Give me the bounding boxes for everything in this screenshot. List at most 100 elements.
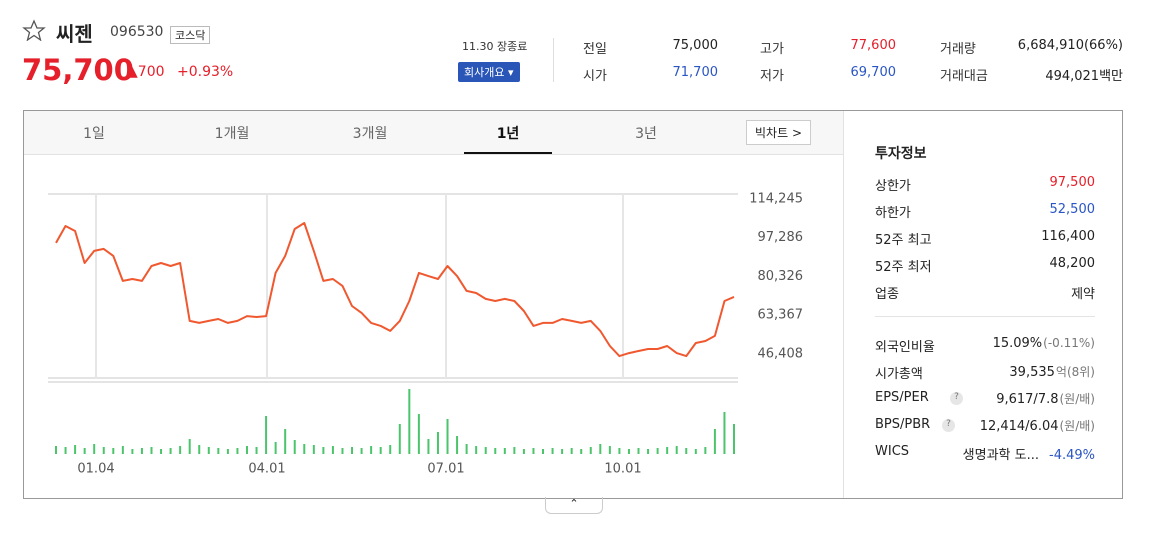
tab[interactable]: 1일	[83, 126, 105, 142]
price-line	[55, 222, 735, 358]
volume-bar	[427, 439, 430, 454]
volume-bar	[303, 444, 306, 454]
volume-bar	[284, 429, 287, 454]
x-tick-label: 10.01	[604, 462, 641, 477]
volume-bar	[140, 448, 143, 454]
y-tick-label: 97,286	[758, 230, 804, 245]
volume-bar	[589, 447, 592, 454]
volume-bar	[656, 448, 659, 454]
volume-bar	[446, 419, 449, 454]
volume-bar	[55, 446, 57, 454]
star-icon[interactable]	[22, 19, 46, 41]
volume-bar	[637, 448, 640, 454]
volume-bar	[398, 424, 401, 454]
info-value-main: 9,617/7.8	[996, 392, 1059, 407]
volume-bar	[389, 445, 392, 454]
volume-bar	[379, 447, 382, 454]
y-tick-label: 114,245	[749, 191, 803, 206]
quote-label: 시가	[583, 69, 607, 84]
volume-bar	[599, 444, 602, 454]
volume-bar	[245, 446, 248, 454]
tab[interactable]: 1개월	[214, 126, 250, 142]
volume-bar	[131, 449, 134, 454]
help-icon: ?	[942, 419, 955, 432]
y-tick-label: 80,326	[758, 269, 804, 284]
volume-bar	[494, 448, 497, 454]
volume-bar	[93, 444, 96, 454]
volume-bar	[236, 448, 239, 454]
volume-bar	[274, 442, 277, 454]
info-value-sub: 억(8위)	[1055, 365, 1095, 379]
chart-panel: 1일 1개월 3개월 1년 3년 빅차트 > 01.04 04.01 07.01 10.01 1…	[23, 110, 1123, 499]
volume-bar	[704, 447, 707, 454]
volume-bar	[647, 449, 650, 454]
change-rate: +0.93%	[177, 64, 234, 80]
info-value-sub: (-0.11%)	[1043, 336, 1095, 350]
info-label: 업종	[875, 287, 899, 302]
tab-underline	[464, 152, 552, 154]
volume-bar	[255, 447, 258, 454]
info-value: 9,617/7.8(원/배)	[996, 390, 1095, 407]
volume-bar	[83, 448, 86, 454]
market-status: 11.30 장종료	[462, 40, 528, 53]
volume-bar	[198, 445, 201, 454]
tab[interactable]: 3년	[635, 126, 657, 142]
volume-bar	[436, 432, 439, 454]
quote-value: 71,700	[672, 65, 719, 80]
info-value-sub: -4.49%	[1049, 448, 1095, 463]
divider	[553, 38, 554, 82]
change-value: 700	[137, 64, 165, 80]
volume-bar	[64, 447, 67, 454]
company-button-text: 회사개요	[464, 66, 505, 79]
stock-name: 씨젠	[56, 22, 93, 46]
info-value-main: 12,414/6.04	[979, 419, 1059, 434]
volume-bar	[522, 449, 525, 454]
volume-bar	[360, 448, 363, 454]
help-icon: ?	[950, 392, 963, 405]
company-button[interactable]: 회사개요 ▾	[458, 62, 520, 82]
volume-bar	[188, 439, 191, 454]
info-value: 97,500	[1049, 175, 1096, 190]
volume-bar	[112, 448, 115, 454]
info-value-main: 생명과학 도...	[962, 448, 1039, 463]
info-label: 하한가	[875, 206, 911, 221]
volume-bar	[370, 446, 373, 454]
info-value: 116,400	[1041, 229, 1095, 244]
quote-label: 전일	[583, 42, 607, 57]
y-tick-label: 63,367	[758, 308, 804, 323]
volume-bar	[351, 447, 354, 454]
quote-value: 69,700	[850, 65, 897, 80]
info-value: 12,414/6.04(원/배)	[980, 417, 1095, 434]
volume-bar	[570, 448, 573, 454]
volume-bar	[608, 446, 611, 454]
volume-bar	[465, 444, 468, 454]
x-tick-label: 01.04	[77, 462, 114, 477]
quote-value: 6,684,910(66%)	[1017, 38, 1123, 53]
info-value: 48,200	[1049, 256, 1096, 271]
info-label: 상한가	[875, 179, 911, 194]
big-chart-text: 빅차트	[755, 126, 789, 140]
info-label: 52주 최고	[875, 233, 932, 248]
collapse-button[interactable]: ⌃	[545, 497, 603, 514]
tab[interactable]: 3개월	[352, 126, 388, 142]
tab[interactable]: 1년	[496, 126, 520, 142]
volume-bar	[627, 449, 630, 454]
big-chart-button[interactable]: 빅차트 >	[746, 120, 811, 145]
volume-bar	[121, 446, 124, 454]
info-label: 시가총액	[875, 367, 923, 382]
info-value: 39,535억(8위)	[1009, 363, 1095, 380]
volume-bar	[666, 447, 669, 454]
volume-bar	[160, 449, 163, 454]
quote-value: 494,021백만	[1045, 69, 1123, 84]
volume-bar	[169, 448, 172, 454]
x-tick-label: 07.01	[427, 462, 464, 477]
volume-bar	[150, 447, 153, 454]
volume-bar	[713, 429, 716, 454]
info-value: 15.09%(-0.11%)	[993, 336, 1095, 351]
volume-bar	[551, 448, 554, 454]
volume-bar	[312, 445, 315, 454]
tab-bar: 1일 1개월 3개월 1년 3년	[24, 111, 843, 155]
volume-bar	[475, 446, 478, 454]
volume-bar	[417, 414, 420, 454]
